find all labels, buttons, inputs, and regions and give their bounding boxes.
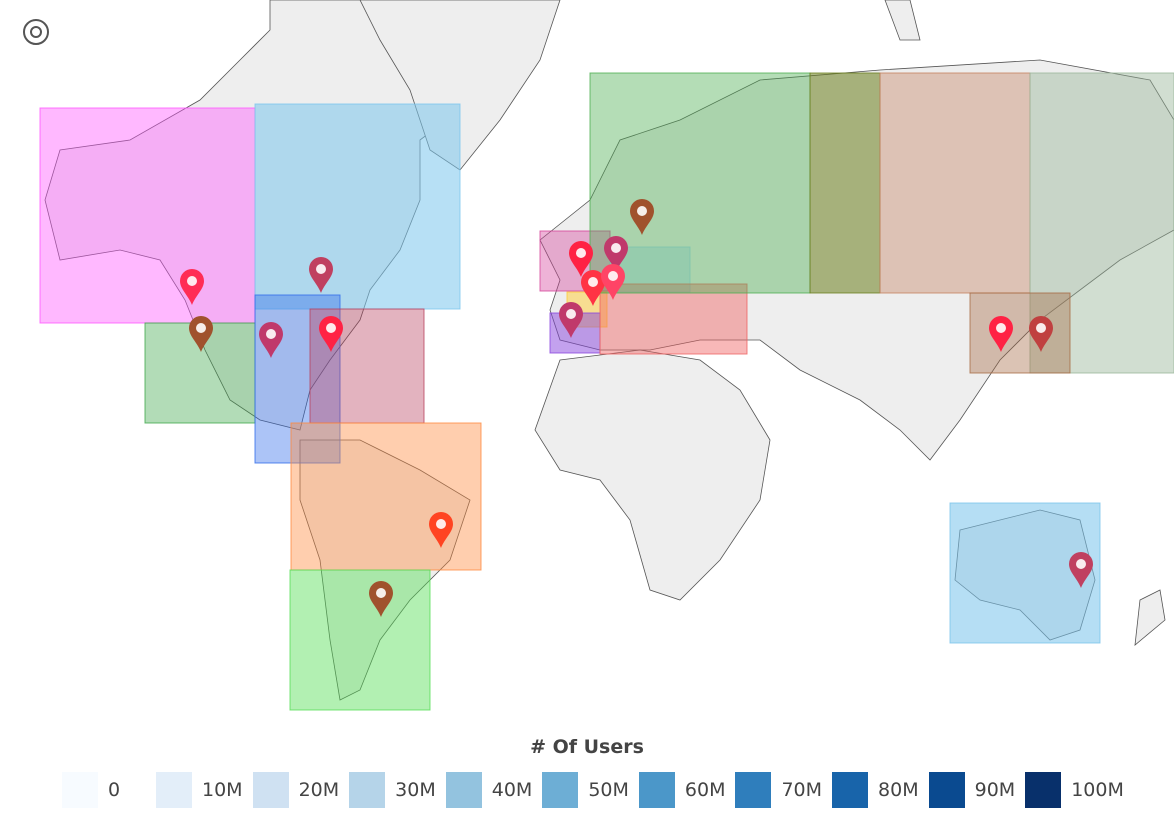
location-pin	[581, 270, 605, 306]
pin-dot	[196, 323, 206, 333]
region	[879, 72, 1031, 294]
gear[interactable]	[23, 19, 49, 45]
legend-item: 40M	[445, 772, 533, 808]
region	[289, 569, 431, 711]
pin-body	[309, 257, 333, 293]
pin-body	[1029, 316, 1053, 352]
pin-body	[189, 316, 213, 352]
legend-label: 80M	[878, 779, 919, 801]
pin-dot	[566, 309, 576, 319]
pin-dot	[588, 277, 598, 287]
legend-swatch	[252, 772, 289, 808]
location-pin	[429, 512, 453, 548]
legend-swatch	[1025, 772, 1062, 808]
pin-body	[989, 316, 1013, 352]
location-pin	[369, 581, 393, 617]
location-pin	[309, 257, 333, 293]
location-pin	[604, 236, 628, 272]
legend-item: 30M	[349, 772, 436, 808]
location-pin	[319, 316, 343, 352]
legend-item: 100M	[1025, 772, 1124, 808]
pin-body	[601, 264, 625, 300]
location-pin	[1029, 316, 1053, 352]
legend-label: 60M	[684, 779, 726, 801]
region	[969, 292, 1071, 374]
legend-swatch	[542, 772, 579, 808]
legend-swatch	[349, 772, 386, 808]
location-pin	[180, 269, 204, 305]
location-pin	[569, 241, 593, 277]
location-pin	[259, 322, 283, 358]
legend-swatch	[445, 772, 482, 808]
pin-body	[259, 322, 283, 358]
legend-label: 10M	[202, 779, 243, 801]
settings-icon[interactable]	[23, 19, 49, 45]
pin-body	[581, 270, 605, 306]
pin-dot	[611, 243, 621, 253]
legend-label: 70M	[781, 779, 823, 801]
pin-dot	[637, 206, 647, 216]
region	[39, 107, 256, 324]
legend-item: 10M	[156, 772, 243, 808]
pin-body	[569, 241, 593, 277]
pin-dot	[436, 519, 446, 529]
region	[599, 283, 748, 355]
pin-dot	[996, 323, 1006, 333]
location-pin	[189, 316, 213, 352]
location-pin	[630, 199, 654, 235]
location-pin	[559, 302, 583, 338]
legend-swatch	[156, 772, 192, 808]
location-pin	[1069, 552, 1093, 588]
pin-dot	[608, 271, 618, 281]
legend-item: 80M	[832, 772, 919, 808]
pin-dot	[576, 248, 586, 258]
pin-body	[369, 581, 393, 617]
gear-hub[interactable]	[30, 26, 42, 38]
pin-body	[429, 512, 453, 548]
pin-dot	[266, 329, 276, 339]
legend-label: 20M	[298, 779, 340, 801]
legend: 0 10M 20M 30M 40M 50M 60M 70M 80M 90M 100M	[62, 772, 1134, 808]
legend-item: 70M	[735, 772, 822, 808]
pin-body	[630, 199, 654, 235]
legend-item: 90M	[928, 772, 1016, 808]
pin-dot	[326, 323, 336, 333]
pin-dot	[1076, 559, 1086, 569]
region	[589, 72, 811, 294]
pin-body	[604, 236, 628, 272]
legend-swatch	[928, 772, 965, 808]
region	[254, 103, 461, 310]
legend-item: 50M	[542, 772, 629, 808]
pin-body	[1069, 552, 1093, 588]
legend-label: 90M	[974, 779, 1016, 801]
legend-swatch	[638, 772, 675, 808]
legend-label: 50M	[588, 779, 629, 801]
legend-swatch	[62, 772, 98, 808]
legend-item: 20M	[252, 772, 340, 808]
legend-label: 40M	[491, 779, 533, 801]
legend-label: 30M	[395, 779, 436, 801]
legend-label: 100M	[1071, 779, 1124, 801]
pin-body	[319, 316, 343, 352]
legend-item: 0	[62, 772, 146, 808]
pin-body	[180, 269, 204, 305]
pin-dot	[376, 588, 386, 598]
legend-swatch	[735, 772, 772, 808]
legend-label: 0	[108, 779, 121, 801]
pin-dot	[187, 276, 197, 286]
region	[1029, 72, 1174, 374]
location-pin	[601, 264, 625, 300]
region	[809, 72, 881, 294]
pin-body	[559, 302, 583, 338]
legend-swatch	[832, 772, 869, 808]
pin-dot	[316, 264, 326, 274]
pin-dot	[1036, 323, 1046, 333]
region	[290, 422, 482, 571]
location-pin	[989, 316, 1013, 352]
legend-item: 60M	[638, 772, 726, 808]
legend-title: # Of Users	[530, 736, 644, 758]
